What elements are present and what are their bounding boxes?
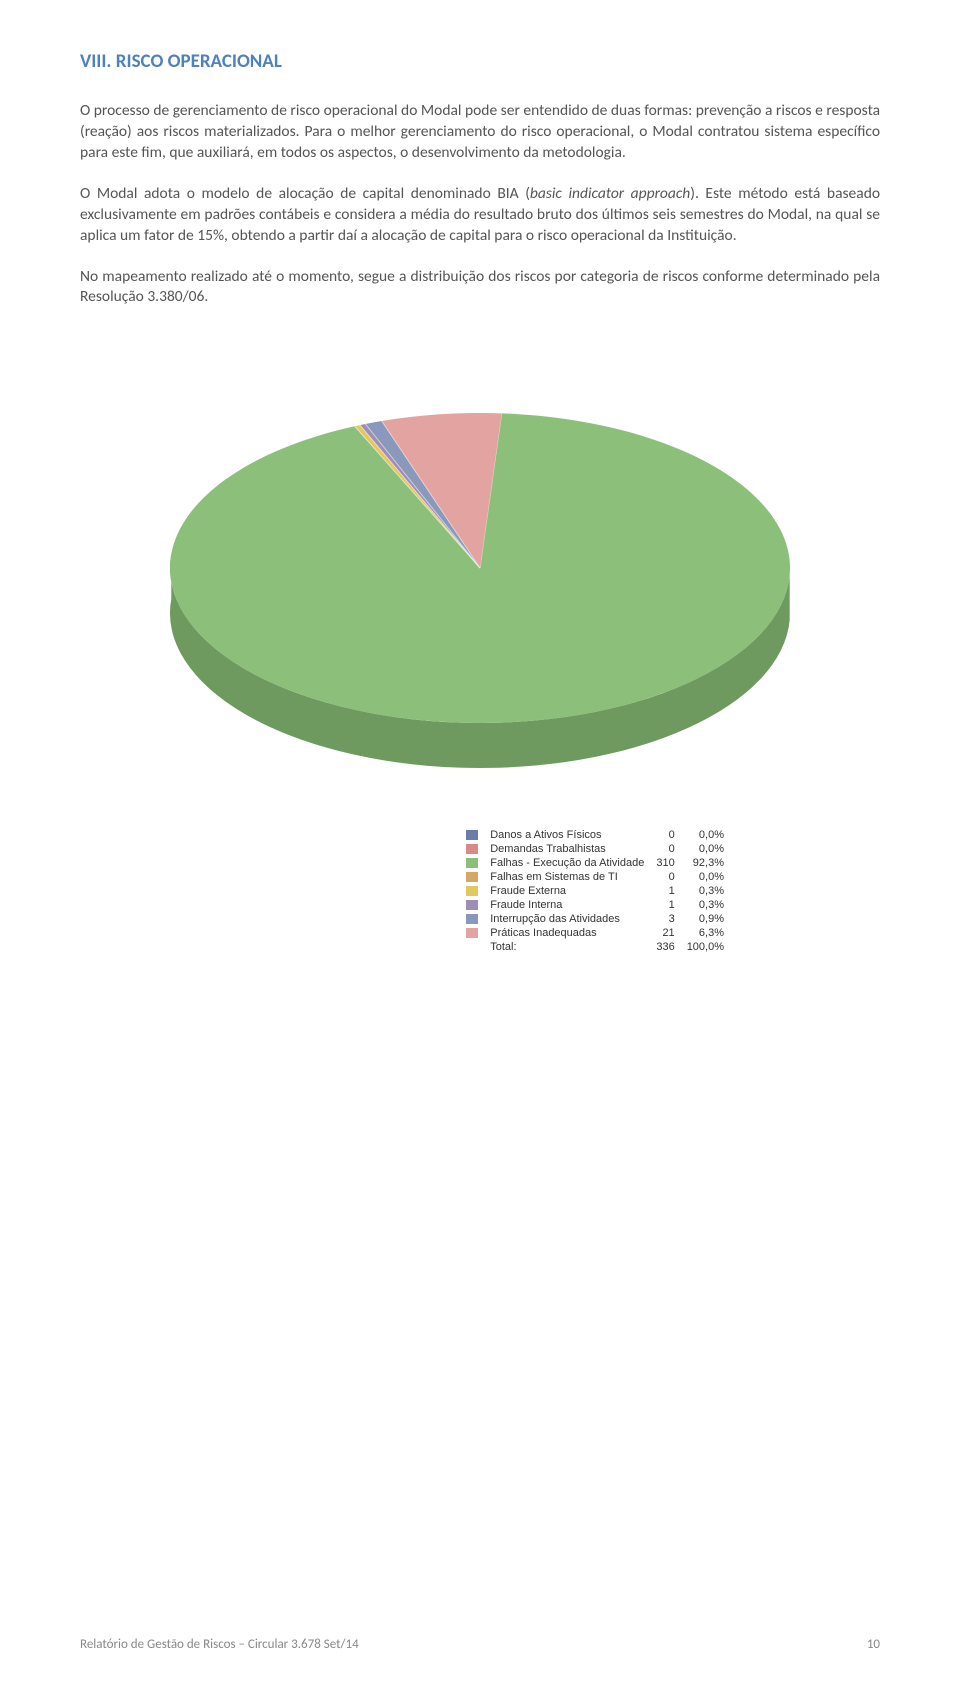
legend-label: Fraude Externa [484,884,650,898]
legend-pct: 0,0% [681,828,730,842]
legend-label: Falhas - Execução da Atividade [484,856,650,870]
legend-label: Fraude Interna [484,898,650,912]
legend-count: 21 [650,926,680,940]
legend-swatch [466,844,478,854]
legend-row: Demandas Trabalhistas00,0% [460,842,730,856]
legend-swatch [466,928,478,938]
legend-pct: 6,3% [681,926,730,940]
pie-chart-container [80,338,880,778]
legend-swatch [466,858,478,868]
legend-label: Interrupção das Atividades [484,912,650,926]
legend-table: Danos a Ativos Físicos00,0%Demandas Trab… [460,828,730,954]
legend-row: Danos a Ativos Físicos00,0% [460,828,730,842]
pie-chart [80,338,880,778]
legend-total-count: 336 [650,940,680,954]
section-title: VIII. RISCO OPERACIONAL [80,50,880,73]
legend-swatch [466,914,478,924]
legend-row: Fraude Interna10,3% [460,898,730,912]
legend-total-pct: 100,0% [681,940,730,954]
legend-total-label: Total: [484,940,650,954]
legend-total-row: Total:336100,0% [460,940,730,954]
legend-row: Interrupção das Atividades30,9% [460,912,730,926]
page-footer: Relatório de Gestão de Riscos – Circular… [80,1637,880,1652]
legend-swatch [466,900,478,910]
paragraph-2b-italic: basic indicator approach [530,184,690,203]
footer-left: Relatório de Gestão de Riscos – Circular… [80,1637,359,1652]
legend-pct: 92,3% [681,856,730,870]
legend-count: 3 [650,912,680,926]
legend-swatch [466,872,478,882]
legend-count: 1 [650,898,680,912]
legend-container: Danos a Ativos Físicos00,0%Demandas Trab… [80,828,880,954]
legend-pct: 0,3% [681,898,730,912]
legend-label: Demandas Trabalhistas [484,842,650,856]
legend-count: 0 [650,870,680,884]
legend-count: 0 [650,842,680,856]
legend-label: Práticas Inadequadas [484,926,650,940]
legend-swatch [466,886,478,896]
paragraph-2: O Modal adota o modelo de alocação de ca… [80,184,880,247]
legend-label: Danos a Ativos Físicos [484,828,650,842]
legend-count: 310 [650,856,680,870]
legend-pct: 0,9% [681,912,730,926]
legend-row: Fraude Externa10,3% [460,884,730,898]
paragraph-3: No mapeamento realizado até o momento, s… [80,267,880,309]
paragraph-2a: O Modal adota o modelo de alocação de ca… [80,184,530,203]
footer-right: 10 [867,1637,880,1652]
legend-pct: 0,0% [681,870,730,884]
legend-row: Práticas Inadequadas216,3% [460,926,730,940]
legend-swatch [466,830,478,840]
legend-row: Falhas em Sistemas de TI00,0% [460,870,730,884]
paragraph-1: O processo de gerenciamento de risco ope… [80,101,880,164]
legend-pct: 0,0% [681,842,730,856]
legend-label: Falhas em Sistemas de TI [484,870,650,884]
legend-count: 1 [650,884,680,898]
legend-pct: 0,3% [681,884,730,898]
legend-count: 0 [650,828,680,842]
legend-row: Falhas - Execução da Atividade31092,3% [460,856,730,870]
